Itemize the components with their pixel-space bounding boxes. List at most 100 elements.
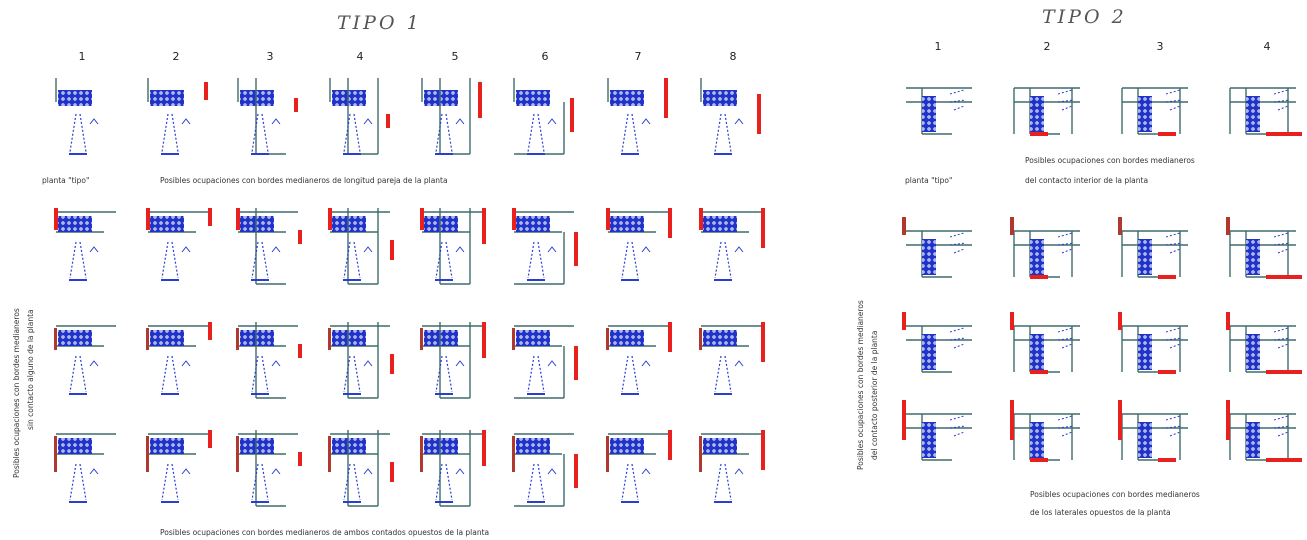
tipo1-plan-r4-c4 [328, 430, 408, 512]
party-wall-right [390, 240, 394, 260]
tipo1-col-1: 1 [78, 50, 86, 63]
party-wall-bottom [1158, 370, 1176, 374]
party-wall-right [668, 208, 672, 238]
party-wall-left [328, 328, 331, 350]
stair-arrow [547, 118, 557, 125]
tipo1-plan-r1-c5 [420, 78, 500, 160]
party-wall-left [699, 328, 702, 350]
room-block [424, 330, 458, 346]
party-wall-left [146, 328, 149, 350]
tipo1-plan-r2-c4 [328, 208, 408, 290]
stair-cone [251, 463, 269, 501]
party-wall-left [236, 328, 239, 350]
room-block [516, 216, 550, 232]
party-wall-bottom [1030, 458, 1048, 462]
party-wall-left [1226, 217, 1230, 235]
stair-cone [69, 355, 87, 393]
party-wall-left [54, 328, 57, 350]
room-block [58, 90, 92, 106]
stair-arrow [271, 118, 281, 125]
stair-arrow [363, 118, 373, 125]
tipo2-title: TIPO 2 [1042, 6, 1127, 28]
tipo2-caption-bottom-line1: Posibles ocupaciones con bordes medianer… [1030, 490, 1200, 499]
room-block [1030, 96, 1044, 132]
stair-cone [1057, 415, 1075, 437]
stair-cone [1165, 89, 1183, 111]
party-wall-left [1010, 217, 1014, 235]
room-block [703, 216, 737, 232]
stair-cone [621, 241, 639, 279]
stair-cone [251, 355, 269, 393]
room-block [150, 330, 184, 346]
room-block [332, 90, 366, 106]
stair-arrow [181, 468, 191, 475]
tipo2-col-1: 1 [934, 40, 942, 53]
party-wall-right [761, 430, 765, 470]
stair-cone [343, 241, 361, 279]
stair-arrow [734, 360, 744, 367]
stair-cone [343, 355, 361, 393]
stair-arrow [181, 246, 191, 253]
tipo1-plan-r1-c8 [699, 78, 779, 160]
room-block [1246, 334, 1260, 370]
party-wall-bottom [1158, 458, 1176, 462]
stair-cone [435, 355, 453, 393]
party-wall-left [699, 436, 702, 472]
stair-cone [1273, 89, 1291, 111]
party-wall-bottom [1158, 132, 1176, 136]
party-wall-right [208, 430, 212, 448]
party-wall-left [328, 208, 332, 230]
tipo1-side-label-1: Posibles ocupaciones con bordes medianer… [12, 308, 21, 478]
stair-arrow [271, 246, 281, 253]
tipo1-plan-r1-c7 [606, 78, 686, 160]
stair-arrow [455, 468, 465, 475]
stair-arrow [181, 360, 191, 367]
stair-cone [714, 355, 732, 393]
stair-cone [621, 355, 639, 393]
room-block [1138, 239, 1152, 275]
stair-cone [343, 113, 361, 153]
stair-cone [949, 415, 967, 437]
tipo1-plan-r1-c2 [146, 78, 226, 160]
tipo2-plan-r2-c1 [902, 215, 984, 295]
room-block [1138, 96, 1152, 132]
stair-cone [1057, 327, 1075, 349]
party-wall-left [606, 208, 610, 230]
tipo2-plan-r4-c4 [1226, 398, 1307, 478]
stair-arrow [271, 360, 281, 367]
tipo1-col-5: 5 [451, 50, 459, 63]
room-block [240, 330, 274, 346]
party-wall-bottom [1266, 132, 1302, 136]
room-block [516, 438, 550, 454]
stair-cone [949, 327, 967, 349]
room-block [516, 330, 550, 346]
party-wall-left [606, 328, 609, 350]
party-wall-right [208, 322, 212, 340]
party-wall-right [298, 452, 302, 466]
party-wall-right [757, 94, 761, 134]
party-wall-right [482, 208, 486, 244]
party-wall-left [236, 208, 240, 230]
room-block [1246, 422, 1260, 458]
stair-arrow [89, 468, 99, 475]
tipo1-plan-r4-c6 [512, 430, 592, 512]
tipo1-plant-label: planta "tipo" [42, 176, 90, 185]
room-block [332, 438, 366, 454]
stair-cone [527, 355, 545, 393]
tipo1-plan-r2-c7 [606, 208, 686, 290]
party-wall-left [1118, 217, 1122, 235]
stair-arrow [271, 468, 281, 475]
party-wall-left [146, 436, 149, 472]
stair-arrow [547, 360, 557, 367]
tipo2-plan-r1-c1 [902, 72, 984, 152]
tipo1-plan-r3-c5 [420, 322, 500, 404]
party-wall-right [298, 344, 302, 358]
tipo2-caption-row1-line1: Posibles ocupaciones con bordes medianer… [1025, 156, 1195, 165]
tipo1-plan-r2-c8 [699, 208, 779, 290]
room-block [922, 334, 936, 370]
room-block [58, 216, 92, 232]
tipo2-col-4: 4 [1263, 40, 1271, 53]
room-block [922, 96, 936, 132]
room-block [424, 90, 458, 106]
